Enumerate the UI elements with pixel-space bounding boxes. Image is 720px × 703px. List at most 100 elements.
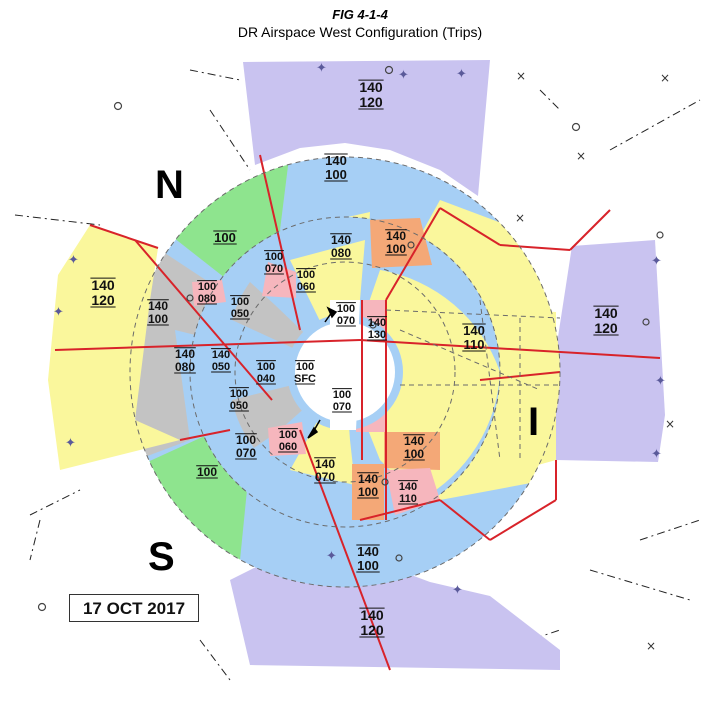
altitude-floor: 070 bbox=[315, 470, 335, 484]
altitude-ceiling: 140 bbox=[404, 434, 424, 448]
altitude-ceiling: 140 bbox=[91, 277, 115, 293]
altitude-ceiling: 100 bbox=[198, 281, 216, 293]
altitude-floor: 120 bbox=[360, 622, 384, 638]
sector-label-yellow-west: 140120 bbox=[90, 277, 115, 308]
altitude-ceiling: 140 bbox=[331, 233, 351, 247]
svg-text:×: × bbox=[515, 211, 525, 225]
altitude-ceiling: 140 bbox=[463, 323, 485, 338]
altitude-ceiling: 100 bbox=[257, 361, 275, 373]
altitude-floor: 110 bbox=[464, 337, 485, 352]
altitude-floor: 080 bbox=[331, 246, 351, 260]
sector-label-purple-north: 140120 bbox=[358, 79, 383, 110]
altitude-ceiling: 140 bbox=[594, 305, 618, 321]
altitude-ceiling: 140 bbox=[358, 472, 378, 486]
altitude-floor: 100 bbox=[325, 167, 347, 182]
sector-label-gray-sw: 100050 bbox=[229, 388, 249, 412]
sector-label-green-north: 100 bbox=[213, 230, 236, 245]
altitude-ceiling: 140 bbox=[315, 457, 335, 471]
altitude-floor: 060 bbox=[279, 441, 297, 453]
altitude-ceiling: 140 bbox=[148, 299, 168, 313]
south-label: S bbox=[148, 535, 175, 579]
altitude-ceiling: 140 bbox=[399, 481, 417, 493]
east-label: I bbox=[528, 400, 539, 444]
altitude-floor: 100 bbox=[148, 312, 168, 326]
altitude-ceiling: 100 bbox=[214, 230, 236, 245]
altitude-floor: 100 bbox=[404, 447, 424, 461]
altitude-floor: 120 bbox=[359, 94, 383, 110]
svg-text:✦: ✦ bbox=[326, 549, 337, 564]
sector-label-blue-west: 140080 bbox=[174, 347, 196, 374]
altitude-ceiling: 140 bbox=[357, 544, 379, 559]
sector-label-yellow-north: 140080 bbox=[330, 233, 352, 260]
altitude-floor: 100 bbox=[386, 242, 406, 256]
altitude-ceiling: 100 bbox=[296, 361, 314, 373]
altitude-floor: 070 bbox=[236, 446, 256, 460]
altitude-floor: SFC bbox=[294, 373, 316, 385]
altitude-ceiling: 100 bbox=[197, 465, 217, 479]
altitude-ceiling: 100 bbox=[231, 296, 249, 308]
altitude-floor: 070 bbox=[333, 401, 351, 413]
altitude-floor: 080 bbox=[198, 293, 216, 305]
north-label: N bbox=[155, 163, 184, 207]
svg-text:✦: ✦ bbox=[651, 447, 662, 462]
svg-text:×: × bbox=[576, 149, 586, 163]
svg-text:×: × bbox=[646, 639, 656, 653]
altitude-floor: 040 bbox=[257, 373, 275, 385]
inner-zones bbox=[190, 217, 500, 527]
altitude-floor: 070 bbox=[265, 263, 283, 275]
svg-text:✦: ✦ bbox=[316, 61, 327, 76]
altitude-floor: 070 bbox=[337, 315, 355, 327]
altitude-ceiling: 100 bbox=[265, 251, 283, 263]
svg-text:×: × bbox=[665, 417, 675, 431]
svg-text:✦: ✦ bbox=[398, 68, 409, 83]
altitude-floor: 060 bbox=[297, 281, 315, 293]
altitude-ceiling: 140 bbox=[175, 347, 195, 361]
altitude-ceiling: 100 bbox=[333, 389, 351, 401]
altitude-ceiling: 140 bbox=[368, 317, 386, 329]
svg-text:✦: ✦ bbox=[651, 254, 662, 269]
svg-text:✦: ✦ bbox=[452, 583, 463, 598]
sector-label-green-south: 100 bbox=[196, 465, 218, 479]
svg-text:✦: ✦ bbox=[655, 374, 666, 389]
svg-text:✦: ✦ bbox=[456, 67, 467, 82]
altitude-floor: 050 bbox=[230, 400, 248, 412]
sector-label-orange-se: 140100 bbox=[357, 472, 379, 499]
altitude-floor: 120 bbox=[594, 320, 618, 336]
svg-text:✦: ✦ bbox=[53, 305, 64, 320]
altitude-ceiling: 100 bbox=[230, 388, 248, 400]
svg-text:✦: ✦ bbox=[68, 253, 79, 268]
altitude-ceiling: 140 bbox=[212, 349, 230, 361]
altitude-ceiling: 140 bbox=[325, 153, 347, 168]
altitude-ceiling: 140 bbox=[359, 79, 383, 95]
altitude-floor: 100 bbox=[358, 485, 378, 499]
altitude-ceiling: 100 bbox=[337, 303, 355, 315]
altitude-floor: 050 bbox=[212, 361, 230, 373]
svg-text:✦: ✦ bbox=[65, 436, 76, 451]
altitude-floor: 100 bbox=[357, 558, 379, 573]
sector-label-white-south: 100070 bbox=[332, 389, 352, 413]
altitude-ceiling: 140 bbox=[360, 607, 384, 623]
altitude-floor: 080 bbox=[175, 360, 195, 374]
altitude-floor: 130 bbox=[368, 329, 386, 341]
altitude-ceiling: 100 bbox=[279, 429, 297, 441]
altitude-floor: 050 bbox=[231, 308, 249, 320]
